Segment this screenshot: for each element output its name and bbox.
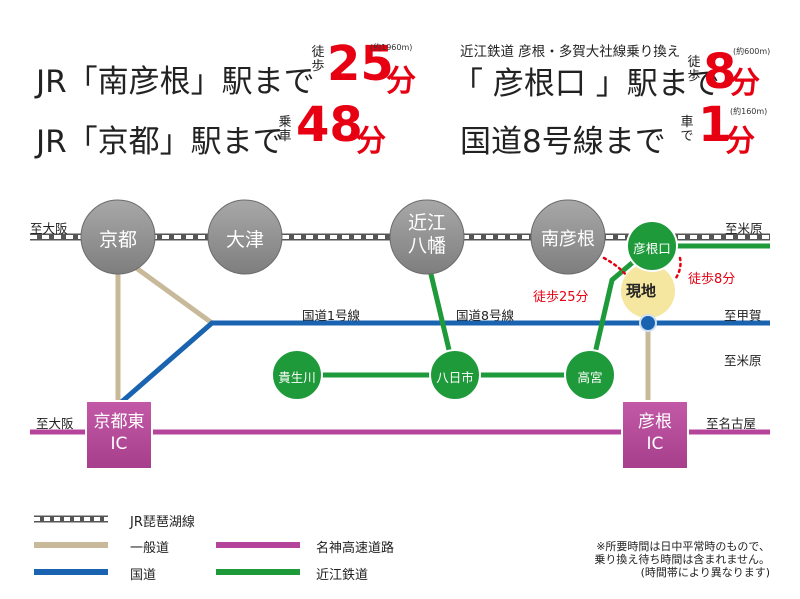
ohmi-station-echigawa [271,349,323,401]
ohmi-transfer-note: 近江鉄道 彦根・多賀大社線乗り換え [460,44,681,60]
ohmi-station-label: 八日市 [436,370,474,385]
jr-station-minamihikone [530,199,606,275]
distance-note: (約160m) [730,107,768,116]
walk-mode-label: 徒歩 [687,55,701,84]
route8-minutes: 1 [698,97,732,153]
headline-text: JR「京都」駅まで [36,124,284,160]
site-point [639,314,657,332]
jr-station-kyoto [80,199,156,275]
ic-label: 京都東 IC [93,412,145,454]
walk-25-label: 徒歩25分 [533,290,589,305]
walk-8-label: 徒歩8分 [688,272,736,287]
legend-label: 一般道 [130,541,170,556]
direction-maibara-rail: 至米原 [725,221,763,236]
footnote-line: (時間帯により異なります) [640,566,770,579]
minutes-unit: 分 [730,66,760,101]
distance-note: (約1960m) [370,43,413,52]
direction-osaka-hwy: 至大阪 [36,416,74,431]
jr-station-otsu [207,199,283,275]
headline-jr-kyoto: JR「京都」駅まで [36,116,284,161]
jr-station-label: 近江 八幡 [407,212,446,257]
walk-mode-label: 徒歩 [311,45,325,74]
headline-jr-minamihikone: JR「南彦根」駅まで [36,56,315,101]
direction-osaka-rail: 至大阪 [30,221,68,236]
ohmi-station-hikoneguchi [626,220,678,272]
site-marker-glow [621,264,675,318]
national-road [116,320,770,407]
jr-station-label: 大津 [225,229,264,251]
headline-route8: 国道8号線まで [460,116,666,161]
direction-kouka: 至甲賀 [724,308,762,323]
minutes-unit: 分 [386,64,416,99]
ic-kyoto-higashi [85,400,153,470]
legend-label: JR琵琶湖線 [130,515,195,530]
ohmi-railway [297,243,770,378]
hikoneguchi-minutes: 8 [703,44,737,100]
headline-text: JR「南彦根」駅まで [36,64,315,100]
jr-station-label: 京都 [98,229,137,251]
route1-label: 国道1号線 [302,308,360,323]
minutes-unit: 分 [725,124,755,159]
ohmi-station-label: 貴生川 [278,370,316,385]
legend-label: 近江鉄道 [316,568,369,583]
ohmi-station-label: 高宮 [577,370,603,385]
distance-note: (約600m) [733,47,771,56]
legend-label: 名神高速道路 [316,541,395,556]
ohmi-station-takamiya [564,349,616,401]
minutes-unit: 分 [356,124,386,159]
minamihikone-minutes: 25 [327,36,394,92]
direction-maibara-ohmi: 至米原 [724,353,762,368]
ic-hikone [621,400,689,470]
ohmi-station-yokaichi [429,349,481,401]
footnote: ※所要時間は日中平常時のもので、 乗り換え待ち時間は含まれません。 (時間帯によ… [560,540,770,579]
jr-station-label: 南彦根 [541,229,595,250]
footnote-line: 乗り換え待ち時間は含まれません。 [594,553,770,566]
headline-hikoneguchi: 「 彦根口 」駅まで [452,58,720,103]
kyoto-minutes: 48 [296,97,363,153]
site-label: 現地 [626,282,657,300]
ohmi-station-label: 彦根口 [633,241,671,256]
footnote-line: ※所要時間は日中平常時のもので、 [596,540,770,553]
headline-text: 「 彦根口 」駅まで [452,66,720,102]
legend-label: 国道 [130,568,157,583]
route8-label: 国道8号線 [456,308,514,323]
direction-nagoya-hwy: 至名古屋 [706,416,757,431]
ic-label: 彦根 IC [638,412,672,454]
jr-station-omihachiman [389,199,465,275]
ride-mode-label: 乗車 [278,115,292,144]
headline-text: 国道8号線まで [460,124,666,160]
car-mode-label: 車で [680,115,694,144]
